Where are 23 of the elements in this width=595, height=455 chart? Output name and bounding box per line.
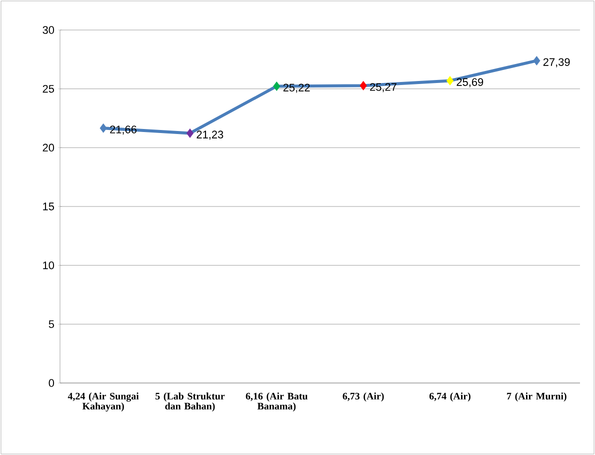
x-tick-label: 7 (Air Murni) [507, 392, 566, 402]
point [533, 56, 540, 66]
x-tick-label: 6,16 (Air Batu Banama) [246, 392, 308, 412]
y-tick-label: 25 [42, 84, 54, 93]
point [360, 80, 367, 90]
point [446, 76, 454, 86]
y-tick-label: 20 [42, 144, 54, 152]
x-tick-label: 6,74 (Air) [429, 392, 470, 402]
point [273, 82, 280, 91]
y-tick-label: 15 [43, 202, 54, 210]
y-tick-label: 0 [48, 379, 54, 387]
point [186, 128, 194, 138]
data-label: 25,69 [456, 78, 484, 88]
y-tick-label: 5 [48, 320, 54, 328]
point [100, 123, 107, 133]
x-tick-label: 5 (Lab Struktur dan Bahan) [156, 392, 225, 412]
y-tick-label: 30 [42, 26, 54, 34]
data-label: 25,27 [370, 83, 396, 92]
y-tick-label: 10 [43, 261, 54, 270]
x-tick-label: 6,73 (Air) [342, 392, 384, 402]
data-label: 27,39 [543, 58, 570, 68]
x-tick-label: 4,24 (Air Sungai Kahayan) [68, 392, 139, 412]
data-label: 21,23 [196, 130, 224, 140]
